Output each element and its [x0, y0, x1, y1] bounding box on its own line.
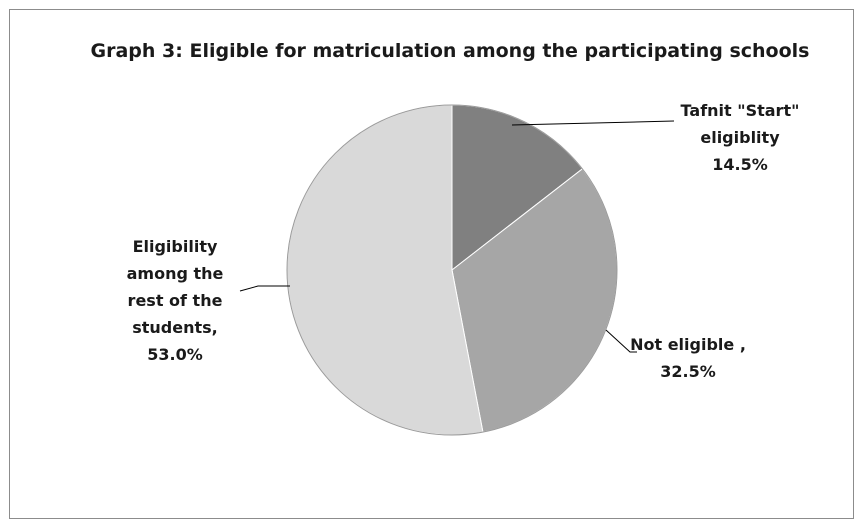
- slice-label-line: 53.0%: [147, 345, 203, 364]
- slice-label-line: rest of the: [128, 291, 223, 310]
- slice-label-line: 14.5%: [712, 155, 768, 174]
- slice-label-line: Eligibility: [133, 237, 218, 256]
- slice-label-line: 32.5%: [660, 362, 716, 381]
- slice-label-line: students,: [132, 318, 218, 337]
- slice-label-3: Eligibility among the rest of the students,…: [127, 237, 224, 364]
- slice-label-line: eligiblity: [700, 128, 780, 147]
- leader-line-1: [511, 120, 675, 126]
- leader-line-2: [605, 329, 637, 353]
- slice-label-2: Not eligible , 32.5%: [630, 335, 746, 381]
- pie-outline: [286, 104, 618, 436]
- chart-title: Graph 3: Eligible for matriculation amon…: [90, 40, 810, 62]
- slice-label-line: Not eligible ,: [630, 335, 746, 354]
- slice-label-line: among the: [127, 264, 224, 283]
- slice-label-1: Tafnit "Start" eligiblity 14.5%: [681, 101, 800, 174]
- pie-chart: Tafnit "Start" eligiblity 14.5% Not eligibl…: [127, 101, 800, 436]
- slice-label-line: Tafnit "Start": [681, 101, 800, 120]
- leader-line-3: [239, 285, 290, 292]
